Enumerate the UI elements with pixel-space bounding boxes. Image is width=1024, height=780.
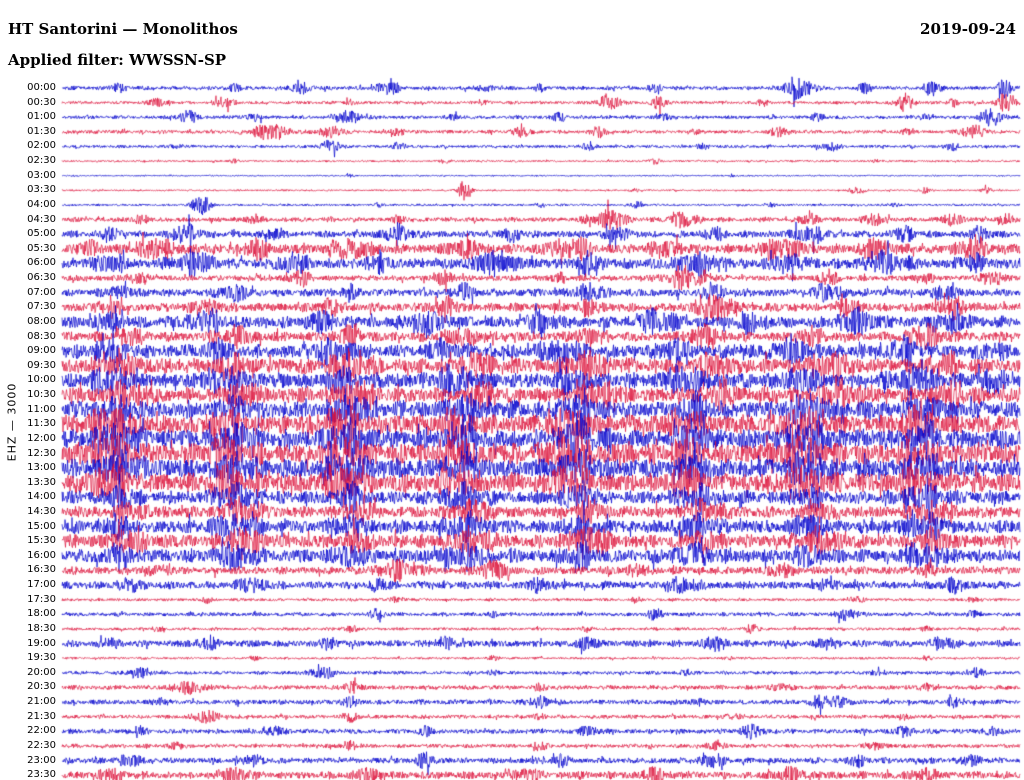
seismogram-trace-canvas xyxy=(0,0,1024,780)
helicorder-page: HT Santorini — Monolithos 2019-09-24 App… xyxy=(0,0,1024,780)
